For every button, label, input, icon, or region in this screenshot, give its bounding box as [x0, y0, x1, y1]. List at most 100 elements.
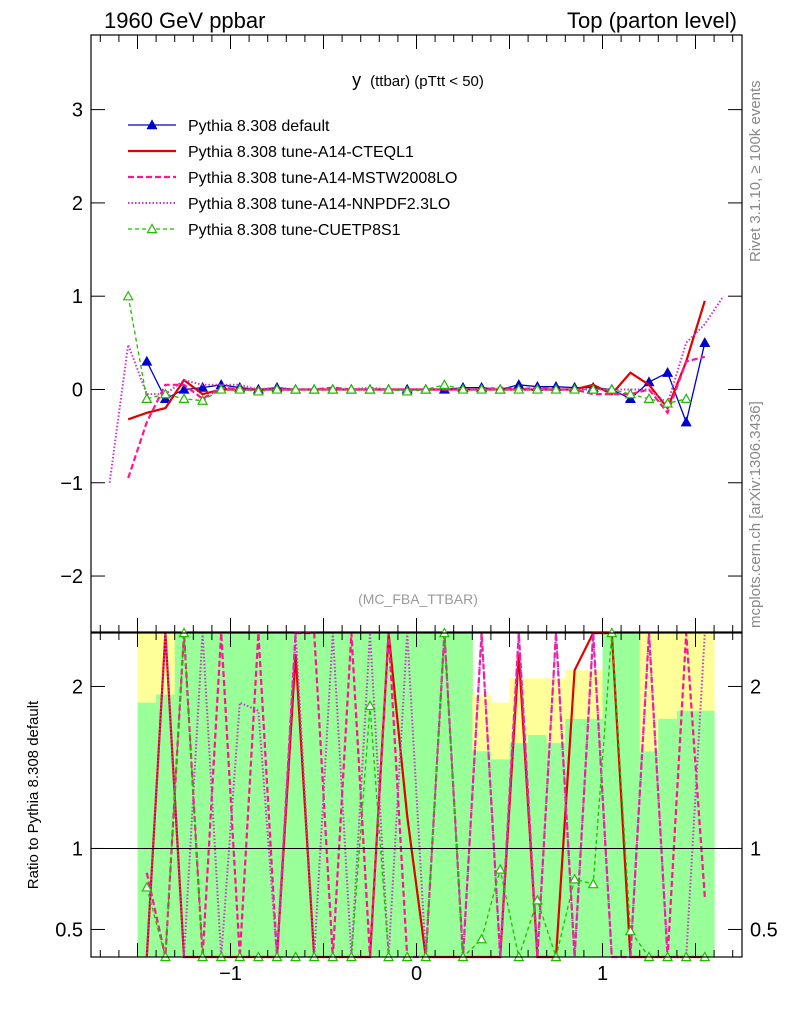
data-point-cuetp8s1 — [271, 383, 283, 394]
data-point-cuetp8s1 — [587, 878, 599, 889]
data-point-default — [197, 381, 209, 392]
data-point-cuetp8s1 — [215, 383, 227, 394]
y-tick-label: 0.5 — [55, 919, 83, 941]
data-point-cuetp8s1 — [197, 394, 209, 405]
data-point-cuetp8s1 — [680, 393, 692, 403]
mcplots-reference-label: mcplots.cern.ch [arXiv:1306.3436] — [747, 401, 764, 628]
main-y-axis: −2 −1 0 1 2 3 — [60, 100, 742, 588]
data-point-default — [680, 416, 692, 427]
main-plot-area — [108, 290, 725, 483]
uncertainty-band-green — [249, 633, 269, 957]
data-point-cuetp8s1 — [513, 383, 525, 394]
legend-label-default: Pythia 8.308 default — [188, 118, 330, 135]
y-tick-label: −2 — [60, 566, 83, 588]
data-point-cuetp8s1 — [364, 383, 376, 394]
ratio-panel: 0.5 0.5 1 1 2 2 −1 0 1 Ratio to Pythia 8.308 de… — [25, 627, 778, 985]
legend-label-nnpdf: Pythia 8.308 tune-A14-NNPDF2.3LO — [188, 196, 450, 213]
data-point-cuetp8s1 — [494, 863, 506, 874]
data-point-cuetp8s1 — [587, 383, 599, 394]
uncertainty-band-green — [639, 751, 659, 957]
uncertainty-band-green — [565, 718, 585, 957]
data-point-cuetp8s1 — [457, 383, 469, 394]
y-tick-label: 1 — [72, 286, 83, 308]
data-point-cuetp8s1 — [178, 393, 190, 403]
data-point-cuetp8s1 — [624, 388, 636, 399]
data-point-cuetp8s1 — [364, 700, 376, 711]
data-point-default — [662, 366, 674, 377]
uncertainty-band-green — [286, 633, 306, 957]
uncertainty-band-green — [267, 633, 287, 957]
data-point-cuetp8s1 — [327, 383, 339, 394]
data-point-cuetp8s1 — [624, 925, 636, 936]
data-point-cuetp8s1 — [531, 894, 543, 905]
legend-label-cuetp8s1: Pythia 8.308 tune-CUETP8S1 — [188, 222, 401, 239]
data-point-cuetp8s1 — [662, 397, 674, 408]
rivet-version-label: Rivet 3.1.10, ≥ 100k events — [747, 80, 764, 262]
legend-marker-cuetp8s1 — [146, 223, 158, 234]
uncertainty-band-green — [658, 718, 678, 957]
data-point-cuetp8s1 — [345, 383, 357, 394]
uncertainty-band-green — [509, 743, 529, 957]
y-tick-label: 1 — [72, 838, 83, 860]
uncertainty-band-green — [453, 633, 473, 957]
series-line-cteql1 — [127, 300, 706, 421]
data-point-cuetp8s1 — [476, 383, 488, 394]
energy-label: 1960 GeV ppbar — [104, 8, 265, 33]
data-point-cuetp8s1 — [122, 290, 134, 301]
data-point-cuetp8s1 — [252, 385, 264, 396]
main-x-axis-ticks — [99, 35, 734, 632]
ratio-plot-area — [91, 627, 742, 962]
uncertainty-band-green — [156, 694, 176, 957]
y-tick-label: 2 — [72, 193, 83, 215]
data-point-cuetp8s1 — [643, 393, 655, 403]
data-point-cuetp8s1 — [383, 383, 395, 394]
x-tick-label: 0 — [411, 963, 422, 985]
legend-marker-default — [146, 119, 158, 130]
data-point-cuetp8s1 — [420, 383, 432, 394]
data-point-default — [141, 355, 153, 366]
uncertainty-band-green — [583, 718, 603, 957]
analysis-watermark: (MC_FBA_TTBAR) — [358, 591, 478, 607]
y-tick-label-right: 2 — [750, 676, 761, 698]
process-label: Top (parton level) — [567, 8, 737, 33]
data-point-cuetp8s1 — [401, 385, 413, 396]
uncertainty-band-green — [528, 735, 548, 957]
data-point-cuetp8s1 — [494, 383, 506, 394]
uncertainty-band-green — [602, 633, 622, 957]
chart-title-main: y — [352, 70, 361, 90]
data-point-default — [624, 393, 636, 403]
data-point-default — [699, 337, 711, 348]
y-tick-label-right: 0.5 — [750, 919, 778, 941]
uncertainty-band-green — [211, 633, 231, 957]
data-point-cuetp8s1 — [141, 393, 153, 403]
y-tick-label-right: 1 — [750, 838, 761, 860]
uncertainty-band-green — [342, 633, 362, 957]
uncertainty-band-green — [490, 759, 510, 957]
y-tick-label: −1 — [60, 473, 83, 495]
data-point-cuetp8s1 — [606, 383, 618, 394]
data-point-cuetp8s1 — [159, 388, 171, 399]
data-point-cuetp8s1 — [569, 873, 581, 884]
y-tick-label: 0 — [72, 379, 83, 401]
x-axis: −1 0 1 — [99, 633, 734, 985]
uncertainty-band-green — [621, 633, 641, 957]
data-point-cuetp8s1 — [550, 383, 562, 394]
uncertainty-band-green — [676, 710, 696, 957]
uncertainty-band-green — [323, 633, 343, 957]
ratio-y-axis: 0.5 0.5 1 1 2 2 — [55, 676, 778, 941]
uncertainty-band-green — [230, 633, 250, 957]
data-point-cuetp8s1 — [234, 383, 246, 394]
data-point-cuetp8s1 — [476, 933, 488, 944]
data-point-cuetp8s1 — [531, 383, 543, 394]
y-tick-label: 3 — [72, 100, 83, 122]
chart-title-sub: (ttbar) (pTtt < 50) — [370, 73, 484, 90]
data-point-cuetp8s1 — [290, 383, 302, 394]
uncertainty-band-green — [174, 633, 194, 957]
uncertainty-band-green — [546, 743, 566, 957]
main-panel: −2 −1 0 1 2 3 y (ttbar) (pTtt < 50) (MC_FBA_T… — [60, 34, 743, 633]
series-line-nnpdf — [108, 295, 725, 483]
legend-label-mstw: Pythia 8.308 tune-A14-MSTW2008LO — [188, 170, 457, 187]
data-point-cuetp8s1 — [438, 379, 450, 390]
uncertainty-band-green — [435, 633, 455, 957]
